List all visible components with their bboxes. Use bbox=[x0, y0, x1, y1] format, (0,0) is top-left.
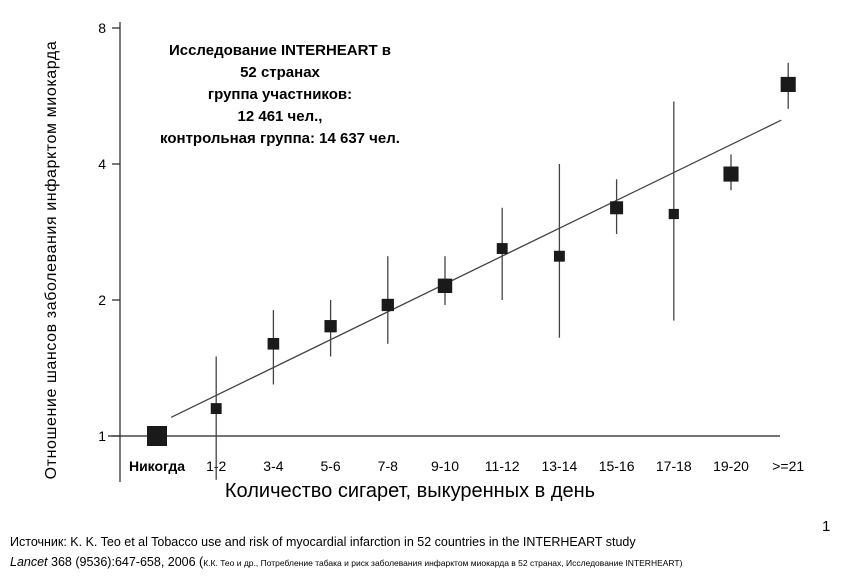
data-marker bbox=[668, 208, 679, 220]
x-tick-label: 13-14 bbox=[541, 458, 577, 474]
journal-name: Lancet bbox=[10, 555, 48, 569]
source-citation: Источник: K. K. Teo et al Tobacco use an… bbox=[10, 532, 800, 573]
trend-line-group bbox=[170, 119, 782, 418]
citation-translation: К.К. Тео и др., Потребление табака и рис… bbox=[203, 558, 683, 568]
x-tick-label: 11-12 bbox=[485, 458, 520, 474]
study-annotation: Исследование INTERHEART в 52 странах гру… bbox=[130, 40, 430, 150]
y-tick-label: 4 bbox=[98, 156, 106, 172]
x-axis-label: Количество сигарет, выкуренных в день bbox=[224, 480, 596, 502]
x-tick-label: 17-18 bbox=[656, 458, 692, 474]
x-tick-label: 5-6 bbox=[320, 458, 340, 474]
data-marker bbox=[437, 278, 453, 294]
data-marker bbox=[381, 298, 394, 312]
x-tick-label: 19-20 bbox=[713, 458, 749, 474]
x-tick-label: 15-16 bbox=[599, 458, 635, 474]
data-marker bbox=[780, 76, 796, 92]
data-marker bbox=[553, 250, 565, 262]
source-line-1: Источник: K. K. Teo et al Tobacco use an… bbox=[10, 535, 636, 549]
data-marker bbox=[496, 243, 508, 254]
y-tick-label: 2 bbox=[98, 292, 106, 308]
trend-line bbox=[170, 119, 782, 418]
x-axis-tick-labels: Никогда 1-2 3-4 5-6 7-8 9-10 11-12 13-14 15-16 17… bbox=[129, 458, 804, 474]
y-tick-label: 8 bbox=[98, 20, 106, 36]
data-marker bbox=[610, 201, 624, 215]
x-tick-label: 7-8 bbox=[378, 458, 398, 474]
y-axis-label: Отношение шансов заболевания инфарктом м… bbox=[43, 40, 60, 480]
source-line-2: Lancet 368 (9536):647-658, 2006 (К.К. Те… bbox=[10, 552, 800, 573]
x-tick-label: 9-10 bbox=[431, 458, 459, 474]
y-tick-label: 1 bbox=[98, 428, 106, 444]
annotation-line: 12 461 чел., bbox=[237, 108, 323, 125]
x-tick-label: >=21 bbox=[772, 458, 804, 474]
data-marker bbox=[324, 320, 337, 333]
data-marker bbox=[267, 337, 280, 350]
annotation-line: группа участников: bbox=[207, 86, 353, 103]
annotation-line: контрольная группа: 14 637 чел. bbox=[160, 130, 400, 147]
chart-axes bbox=[108, 22, 780, 482]
y-axis-ticks: 1 2 4 8 bbox=[98, 20, 120, 444]
x-tick-label: Никогда bbox=[129, 458, 185, 474]
annotation-line: 52 странах bbox=[240, 64, 320, 81]
page-number: 1 bbox=[822, 518, 831, 535]
data-markers bbox=[147, 76, 796, 446]
annotation-line: Исследование INTERHEART в bbox=[168, 42, 392, 59]
citation-text: 368 (9536):647-658, 2006 ( bbox=[47, 555, 204, 569]
data-marker bbox=[723, 166, 739, 182]
data-marker bbox=[147, 426, 167, 446]
x-tick-label: 3-4 bbox=[263, 458, 283, 474]
data-marker bbox=[210, 403, 222, 415]
